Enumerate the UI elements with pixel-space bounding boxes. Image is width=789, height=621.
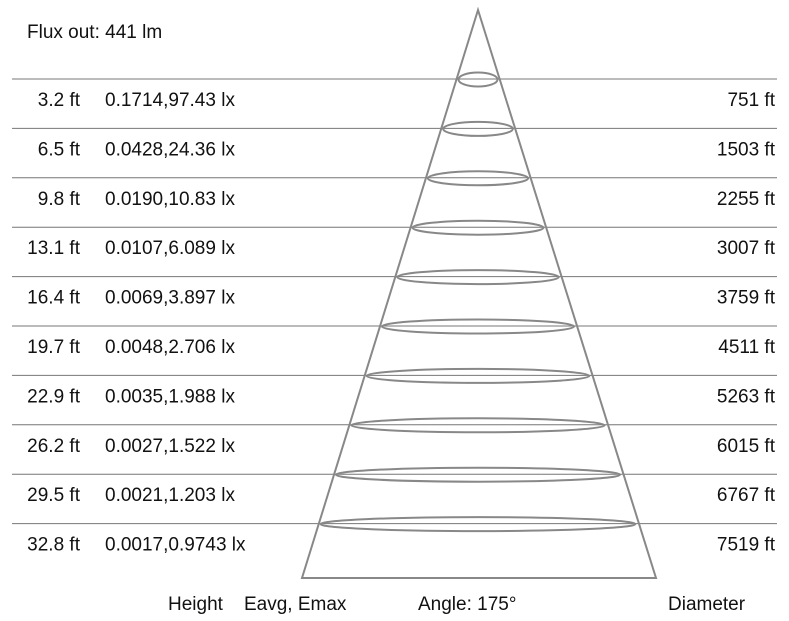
row-illuminance: 0.1714,97.43 lx bbox=[105, 90, 235, 111]
row-illuminance: 0.0021,1.203 lx bbox=[105, 485, 235, 506]
row-illuminance: 0.0069,3.897 lx bbox=[105, 288, 235, 309]
row-illuminance: 0.0190,10.83 lx bbox=[105, 189, 235, 210]
beam-ellipse bbox=[457, 71, 499, 88]
row-diameter: 6767 ft bbox=[717, 485, 776, 506]
row-labels: 3.2 ft 0.1714,97.43 lx 751 ft 6.5 ft 0.0428,… bbox=[27, 90, 776, 556]
diameter-column-label: Diameter bbox=[668, 594, 746, 615]
row-height: 32.8 ft bbox=[27, 535, 81, 556]
row-height: 9.8 ft bbox=[38, 189, 81, 210]
beam-ellipse bbox=[426, 170, 530, 187]
row-diameter: 6015 ft bbox=[717, 436, 776, 457]
row-height: 29.5 ft bbox=[27, 485, 81, 506]
height-column-label: Height bbox=[168, 594, 224, 615]
row-height: 26.2 ft bbox=[27, 436, 81, 457]
row-diameter: 3759 ft bbox=[717, 288, 776, 309]
row-illuminance: 0.0428,24.36 lx bbox=[105, 139, 235, 160]
beam-ellipse bbox=[350, 417, 606, 434]
beam-ellipse bbox=[380, 318, 576, 335]
row-height: 19.7 ft bbox=[27, 337, 81, 358]
row-illuminance: 0.0027,1.522 lx bbox=[105, 436, 235, 457]
row-diameter: 751 ft bbox=[727, 90, 775, 111]
row-height: 16.4 ft bbox=[27, 288, 81, 309]
row-diameter: 4511 ft bbox=[718, 337, 775, 358]
beam-ellipse bbox=[442, 120, 514, 137]
row-diameter: 5263 ft bbox=[717, 386, 776, 407]
row-illuminance: 0.0017,0.9743 lx bbox=[105, 535, 246, 556]
row-diameter: 1503 ft bbox=[717, 139, 776, 160]
beam-cone bbox=[300, 6, 658, 579]
beam-ellipse bbox=[396, 269, 560, 286]
beam-ellipse bbox=[319, 516, 637, 533]
row-diameter: 2255 ft bbox=[717, 189, 776, 210]
flux-label: Flux out: 441 lm bbox=[27, 22, 162, 43]
beam-ellipse bbox=[335, 466, 621, 483]
row-diameter: 7519 ft bbox=[717, 535, 776, 556]
row-illuminance: 0.0035,1.988 lx bbox=[105, 386, 235, 407]
beam-ellipse bbox=[411, 219, 545, 236]
illuminance-column-label: Eavg, Emax bbox=[244, 594, 347, 615]
row-height: 6.5 ft bbox=[38, 139, 81, 160]
row-illuminance: 0.0107,6.089 lx bbox=[105, 238, 235, 259]
row-height: 13.1 ft bbox=[27, 238, 81, 259]
row-illuminance: 0.0048,2.706 lx bbox=[105, 337, 235, 358]
row-height: 22.9 ft bbox=[27, 386, 81, 407]
angle-label: Angle: 175° bbox=[418, 594, 516, 615]
row-height: 3.2 ft bbox=[38, 90, 81, 111]
row-diameter: 3007 ft bbox=[717, 238, 776, 259]
beam-ellipse bbox=[365, 367, 591, 384]
beam-ellipses bbox=[319, 71, 637, 533]
